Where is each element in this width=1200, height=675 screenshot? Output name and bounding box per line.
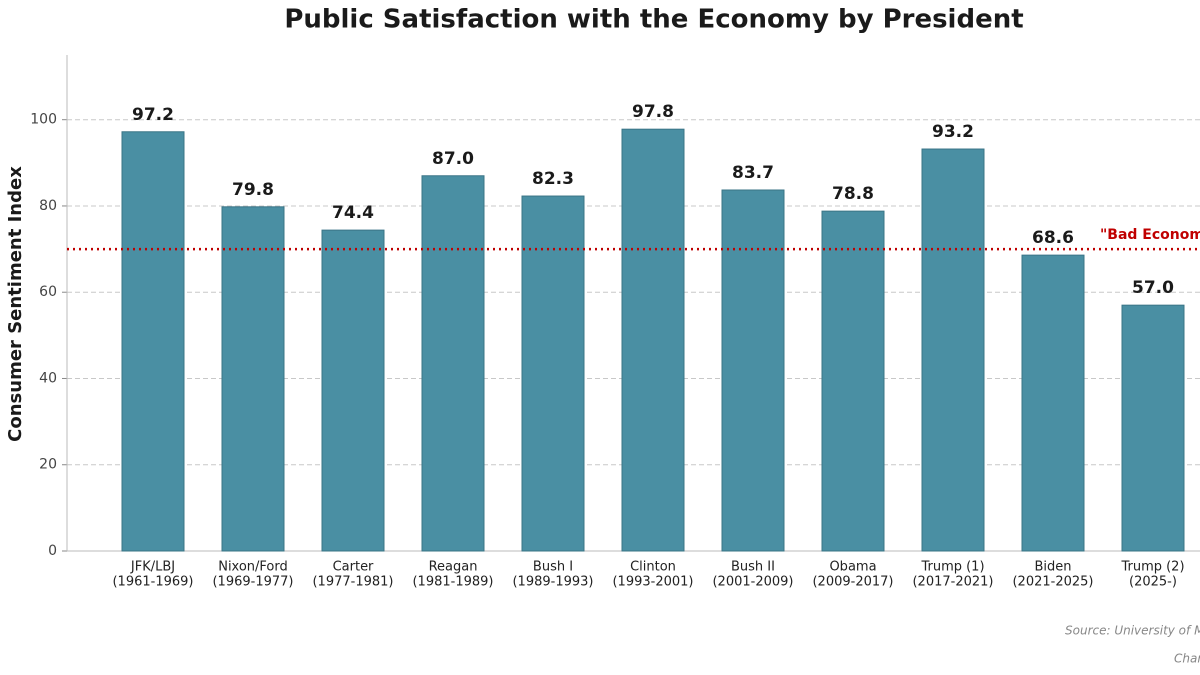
- bar: [721, 189, 785, 552]
- bar: [221, 206, 285, 552]
- x-tick-label: Bush II: [731, 560, 775, 575]
- bar: [821, 210, 885, 552]
- value-label: 78.8: [832, 184, 874, 204]
- y-tick-label: 60: [39, 284, 57, 300]
- y-tick-label: 40: [39, 370, 57, 386]
- x-tick-sublabel: (1993-2001): [612, 575, 693, 590]
- value-label: 93.2: [932, 122, 974, 142]
- bar: [321, 229, 385, 552]
- value-label: 87.0: [432, 149, 474, 169]
- y-tick-label: 100: [30, 112, 57, 128]
- x-tick-sublabel: (1969-1977): [212, 575, 293, 590]
- x-tick-label: Carter: [333, 560, 374, 575]
- y-tick-label: 0: [48, 543, 57, 559]
- y-tick-label: 80: [39, 198, 57, 214]
- value-label: 57.0: [1132, 278, 1174, 298]
- value-label: 97.2: [132, 105, 174, 125]
- chart-title: Public Satisfaction with the Economy by …: [284, 5, 1023, 35]
- bar: [421, 175, 485, 552]
- value-label: 83.7: [732, 163, 774, 183]
- value-label: 97.8: [632, 102, 674, 122]
- x-tick-sublabel: (2025-): [1129, 575, 1177, 590]
- x-tick-sublabel: (1989-1993): [512, 575, 593, 590]
- value-label: 68.6: [1032, 228, 1074, 248]
- value-label: 79.8: [232, 180, 274, 200]
- x-tick-sublabel: (2001-2009): [712, 575, 793, 590]
- x-tick-sublabel: (2009-2017): [812, 575, 893, 590]
- value-label: 82.3: [532, 169, 574, 189]
- value-label: 74.4: [332, 203, 374, 223]
- x-tick-label: Nixon/Ford: [218, 560, 288, 575]
- x-tick-label: Biden: [1034, 560, 1071, 575]
- bar: [921, 148, 985, 552]
- reference-label: "Bad Econom: [1100, 227, 1200, 243]
- x-tick-label: Trump (2): [1120, 560, 1184, 575]
- y-axis-label: Consumer Sentiment Index: [5, 166, 26, 442]
- x-tick-label: Trump (1): [920, 560, 984, 575]
- x-tick-sublabel: (1981-1989): [412, 575, 493, 590]
- x-tick-label: Obama: [829, 560, 876, 575]
- x-tick-label: Bush I: [533, 560, 573, 575]
- x-tick-sublabel: (2021-2025): [1012, 575, 1093, 590]
- bar: [521, 195, 585, 552]
- y-tick-label: 20: [39, 457, 57, 473]
- bar: [121, 131, 185, 552]
- x-tick-label: Clinton: [630, 560, 676, 575]
- credit-note: Char: [1174, 652, 1200, 666]
- x-tick-label: JFK/LBJ: [130, 560, 175, 575]
- bar: [621, 128, 685, 552]
- bar: [1021, 254, 1085, 552]
- x-tick-sublabel: (2017-2021): [912, 575, 993, 590]
- x-tick-sublabel: (1961-1969): [112, 575, 193, 590]
- x-tick-label: Reagan: [429, 560, 478, 575]
- x-tick-sublabel: (1977-1981): [312, 575, 393, 590]
- source-note: Source: University of M: [1065, 624, 1200, 638]
- bar: [1121, 304, 1185, 552]
